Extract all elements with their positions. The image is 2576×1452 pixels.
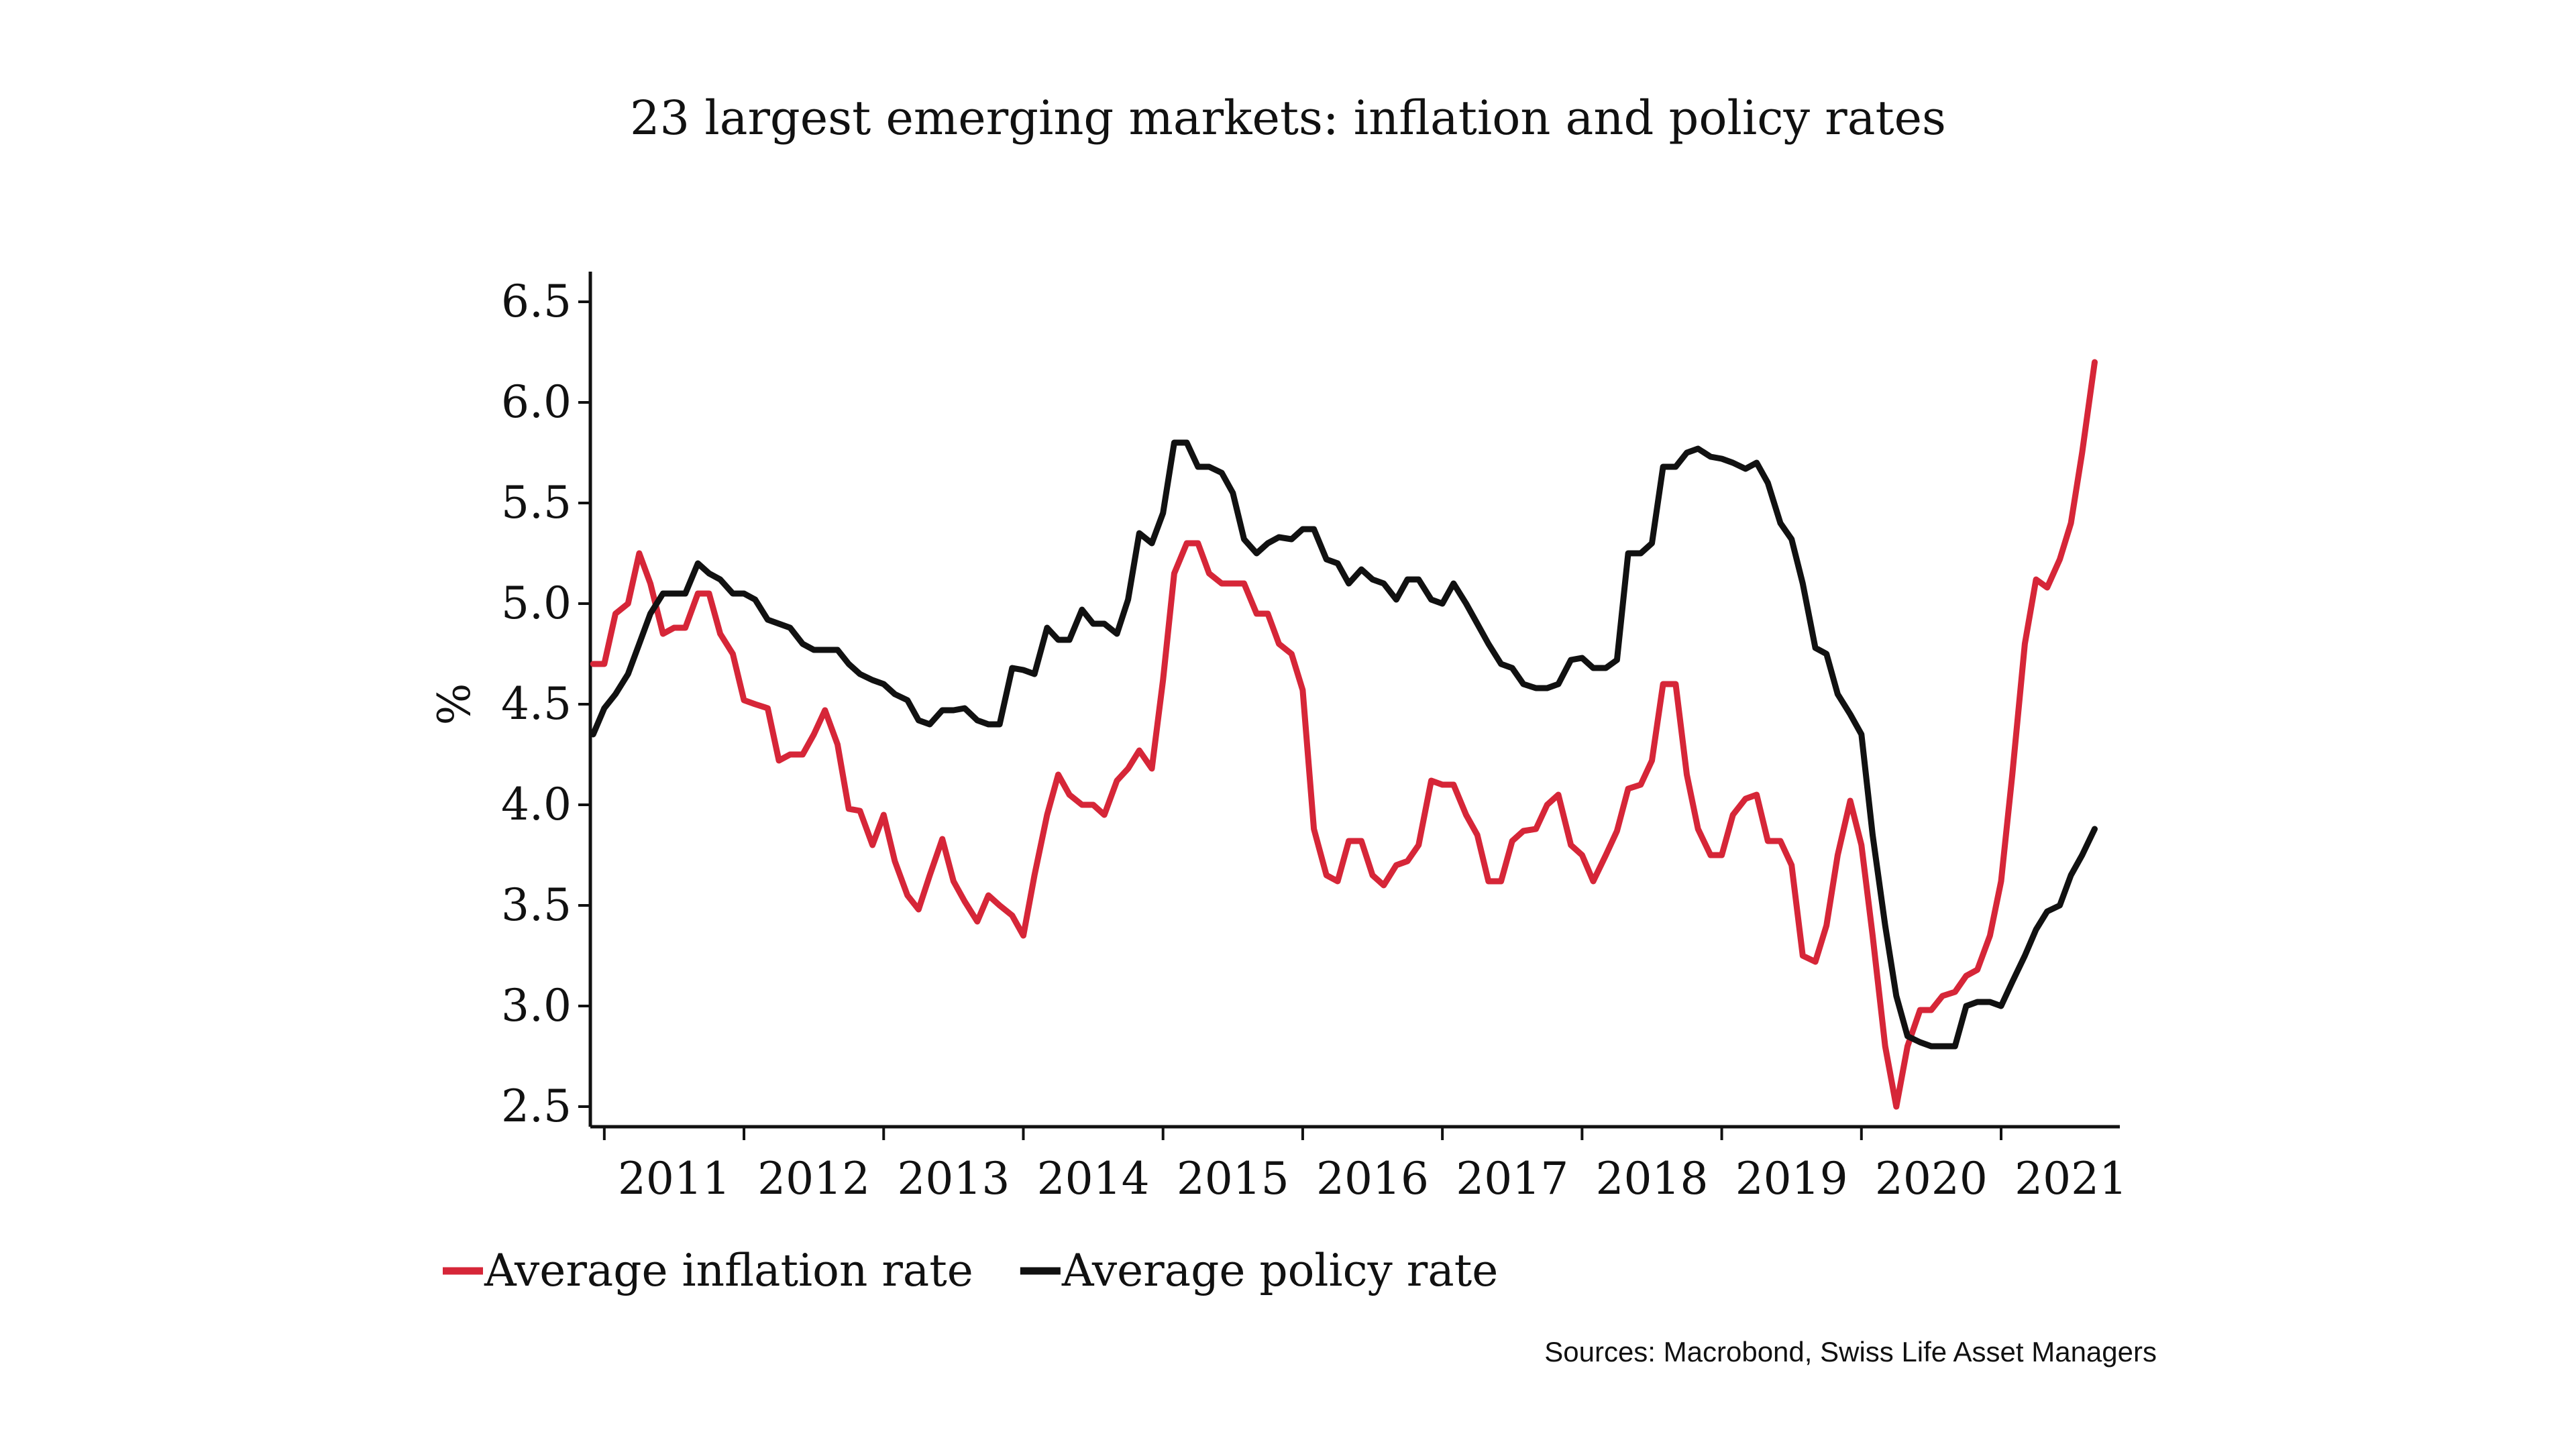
legend-label-inflation: Average inflation rate	[484, 1245, 973, 1296]
chart-title: 23 largest emerging markets: inflation a…	[630, 91, 1946, 146]
y-tick-label: 4.0	[501, 779, 572, 830]
x-tick-label: 2017	[1456, 1153, 1568, 1205]
legend: Average inflation rate Average policy rat…	[443, 1245, 1498, 1296]
x-tick-label: 2019	[1735, 1153, 1848, 1205]
y-axis-title: %	[429, 683, 480, 726]
legend-label-policy-rate: Average policy rate	[1061, 1245, 1498, 1296]
x-tick-label: 2015	[1177, 1153, 1289, 1205]
x-tick-label: 2013	[897, 1153, 1010, 1205]
x-tick-label: 2011	[618, 1153, 731, 1205]
x-tick-label: 2020	[1875, 1153, 1988, 1205]
source-note: Sources: Macrobond, Swiss Life Asset Man…	[1544, 1336, 2157, 1367]
series-line-policy-rate	[590, 439, 2098, 1050]
y-tick-label: 4.5	[501, 678, 572, 730]
y-tick-label: 5.5	[501, 477, 572, 528]
x-axis: 2011 2012 2013 2014 2015 2016 2017 2018 2019 2020…	[590, 1125, 2127, 1205]
series-lines	[590, 359, 2098, 1110]
y-tick-label: 3.5	[501, 879, 572, 931]
y-tick-label: 2.5	[501, 1080, 572, 1132]
y-tick-label: 6.0	[501, 376, 572, 428]
y-tick-label: 6.5	[501, 276, 572, 327]
series-line-inflation	[590, 359, 2098, 1110]
x-tick-label: 2012	[757, 1153, 870, 1205]
y-tick-label: 3.0	[501, 980, 572, 1031]
x-tick-label: 2018	[1595, 1153, 1708, 1205]
x-tick-label: 2014	[1037, 1153, 1150, 1205]
x-tick-label: 2021	[2015, 1153, 2127, 1205]
y-axis: 2.5 3.0 3.5 4.0 4.5 5.0 5.5 6.0 6.5	[501, 272, 592, 1132]
y-tick-label: 5.0	[501, 577, 572, 629]
x-tick-label: 2016	[1316, 1153, 1429, 1205]
